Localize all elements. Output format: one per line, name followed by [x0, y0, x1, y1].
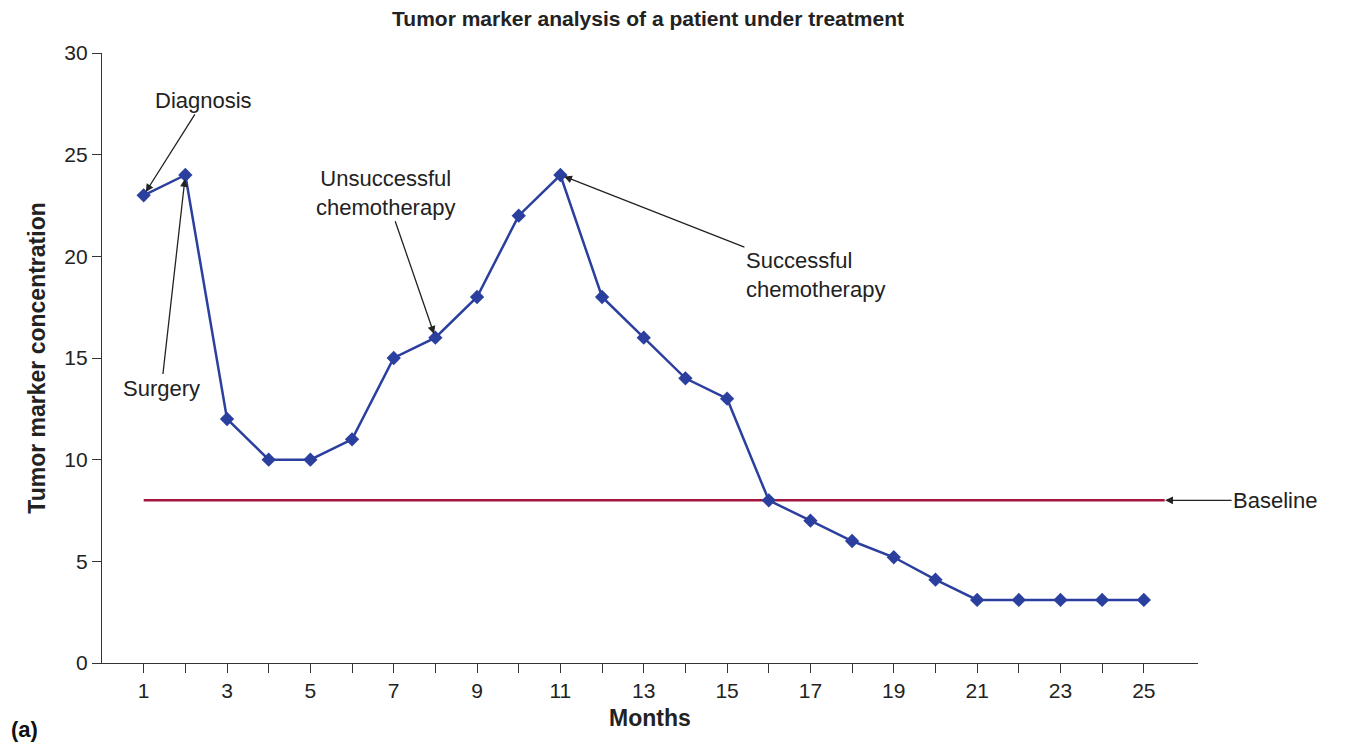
svg-text:23: 23 — [1049, 679, 1072, 702]
svg-text:25: 25 — [1132, 679, 1155, 702]
svg-text:25: 25 — [64, 143, 87, 166]
svg-text:30: 30 — [64, 41, 87, 64]
svg-text:3: 3 — [221, 679, 233, 702]
svg-text:(a): (a) — [11, 717, 38, 742]
svg-text:Diagnosis: Diagnosis — [155, 88, 252, 113]
svg-text:9: 9 — [471, 679, 483, 702]
svg-text:19: 19 — [882, 679, 905, 702]
svg-text:Months: Months — [609, 705, 691, 731]
svg-text:Successfulchemotherapy: Successfulchemotherapy — [746, 248, 885, 302]
svg-text:15: 15 — [715, 679, 738, 702]
svg-text:Tumor marker concentration: Tumor marker concentration — [24, 202, 50, 513]
svg-text:Tumor marker analysis of a pat: Tumor marker analysis of a patient under… — [392, 7, 904, 30]
svg-text:5: 5 — [76, 550, 88, 573]
svg-text:17: 17 — [799, 679, 822, 702]
svg-text:Unsuccessfulchemotherapy: Unsuccessfulchemotherapy — [316, 166, 455, 220]
svg-text:0: 0 — [76, 651, 88, 674]
svg-text:1: 1 — [138, 679, 150, 702]
svg-text:15: 15 — [64, 346, 87, 369]
svg-text:20: 20 — [64, 245, 87, 268]
svg-text:Baseline: Baseline — [1233, 488, 1317, 513]
svg-text:Surgery: Surgery — [123, 376, 200, 401]
svg-text:7: 7 — [388, 679, 400, 702]
svg-text:5: 5 — [305, 679, 317, 702]
svg-text:11: 11 — [549, 679, 571, 702]
svg-text:21: 21 — [965, 679, 988, 702]
svg-text:13: 13 — [632, 679, 655, 702]
svg-text:10: 10 — [64, 448, 87, 471]
